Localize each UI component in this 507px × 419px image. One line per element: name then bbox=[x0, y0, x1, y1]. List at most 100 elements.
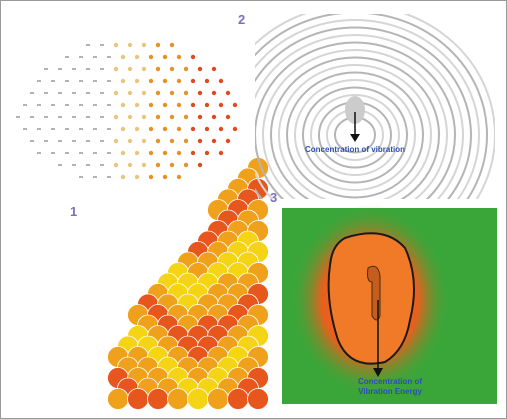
dot bbox=[212, 91, 216, 95]
dot bbox=[149, 127, 153, 131]
dot bbox=[142, 43, 146, 47]
dot bbox=[149, 79, 153, 83]
dot bbox=[205, 103, 209, 107]
dot bbox=[163, 55, 167, 59]
dot bbox=[128, 67, 132, 71]
dot bbox=[191, 103, 195, 107]
dot bbox=[156, 67, 160, 71]
dot bbox=[184, 139, 188, 143]
dot bbox=[198, 163, 202, 167]
dot bbox=[135, 127, 139, 131]
dot bbox=[198, 91, 202, 95]
dot bbox=[226, 91, 230, 95]
dot bbox=[163, 103, 167, 107]
figure: Concentration of vibration Concentration… bbox=[0, 0, 507, 419]
panel-label: 3 bbox=[270, 190, 277, 205]
dot bbox=[142, 91, 146, 95]
dot bbox=[198, 139, 202, 143]
dot bbox=[135, 103, 139, 107]
dot bbox=[135, 55, 139, 59]
dot bbox=[177, 103, 181, 107]
dot bbox=[170, 139, 174, 143]
hex-cell bbox=[208, 389, 229, 410]
dot bbox=[219, 103, 223, 107]
dot bbox=[114, 139, 118, 143]
dot bbox=[184, 67, 188, 71]
annotation: Concentration of vibration bbox=[305, 145, 405, 154]
dot bbox=[219, 127, 223, 131]
dot bbox=[177, 55, 181, 59]
dot bbox=[219, 151, 223, 155]
dot bbox=[128, 43, 132, 47]
annotation: Concentration of bbox=[358, 377, 422, 386]
dot bbox=[191, 79, 195, 83]
dot bbox=[205, 151, 209, 155]
dot bbox=[198, 67, 202, 71]
dot bbox=[114, 43, 118, 47]
dot bbox=[121, 127, 125, 131]
dot bbox=[128, 91, 132, 95]
dot bbox=[121, 103, 125, 107]
dot bbox=[191, 151, 195, 155]
dot bbox=[233, 127, 237, 131]
hex-cell bbox=[188, 389, 209, 410]
dot bbox=[184, 91, 188, 95]
dot bbox=[121, 175, 125, 179]
dot bbox=[135, 79, 139, 83]
dot bbox=[170, 91, 174, 95]
dot bbox=[212, 115, 216, 119]
hex-cell bbox=[248, 389, 269, 410]
dot bbox=[170, 43, 174, 47]
dot bbox=[156, 163, 160, 167]
dot bbox=[212, 67, 216, 71]
dot bbox=[205, 79, 209, 83]
dot bbox=[177, 151, 181, 155]
dot bbox=[156, 115, 160, 119]
annotation: Vibration Energy bbox=[358, 387, 422, 396]
dot bbox=[156, 43, 160, 47]
dot bbox=[128, 115, 132, 119]
panel-label: 1 bbox=[70, 204, 77, 219]
dot bbox=[135, 151, 139, 155]
dot bbox=[156, 139, 160, 143]
hex-cell bbox=[168, 389, 189, 410]
hex-cell bbox=[128, 389, 149, 410]
dot bbox=[142, 163, 146, 167]
hex-cell bbox=[148, 389, 169, 410]
dot bbox=[184, 163, 188, 167]
dot bbox=[135, 175, 139, 179]
dot bbox=[198, 115, 202, 119]
dot bbox=[177, 127, 181, 131]
dot bbox=[128, 163, 132, 167]
dot bbox=[191, 127, 195, 131]
dot bbox=[114, 91, 118, 95]
hex-cell bbox=[228, 389, 249, 410]
dot bbox=[149, 55, 153, 59]
dot bbox=[163, 175, 167, 179]
dot bbox=[205, 127, 209, 131]
dot bbox=[121, 55, 125, 59]
dot bbox=[163, 79, 167, 83]
dot bbox=[226, 139, 230, 143]
dot bbox=[149, 175, 153, 179]
dot bbox=[142, 67, 146, 71]
dot bbox=[163, 151, 167, 155]
dot bbox=[170, 163, 174, 167]
dot bbox=[177, 175, 181, 179]
blob bbox=[329, 233, 414, 363]
dot bbox=[184, 115, 188, 119]
dot bbox=[128, 139, 132, 143]
dot bbox=[142, 139, 146, 143]
dot bbox=[121, 151, 125, 155]
dot bbox=[121, 79, 125, 83]
energy-panel: Concentration of Vibration Energy bbox=[282, 205, 497, 404]
hex-cell bbox=[108, 389, 129, 410]
dot bbox=[149, 103, 153, 107]
panel-label: 2 bbox=[238, 12, 245, 27]
dot bbox=[212, 139, 216, 143]
dot bbox=[226, 115, 230, 119]
dot bbox=[219, 79, 223, 83]
dot bbox=[233, 103, 237, 107]
dot bbox=[114, 115, 118, 119]
dot bbox=[191, 55, 195, 59]
